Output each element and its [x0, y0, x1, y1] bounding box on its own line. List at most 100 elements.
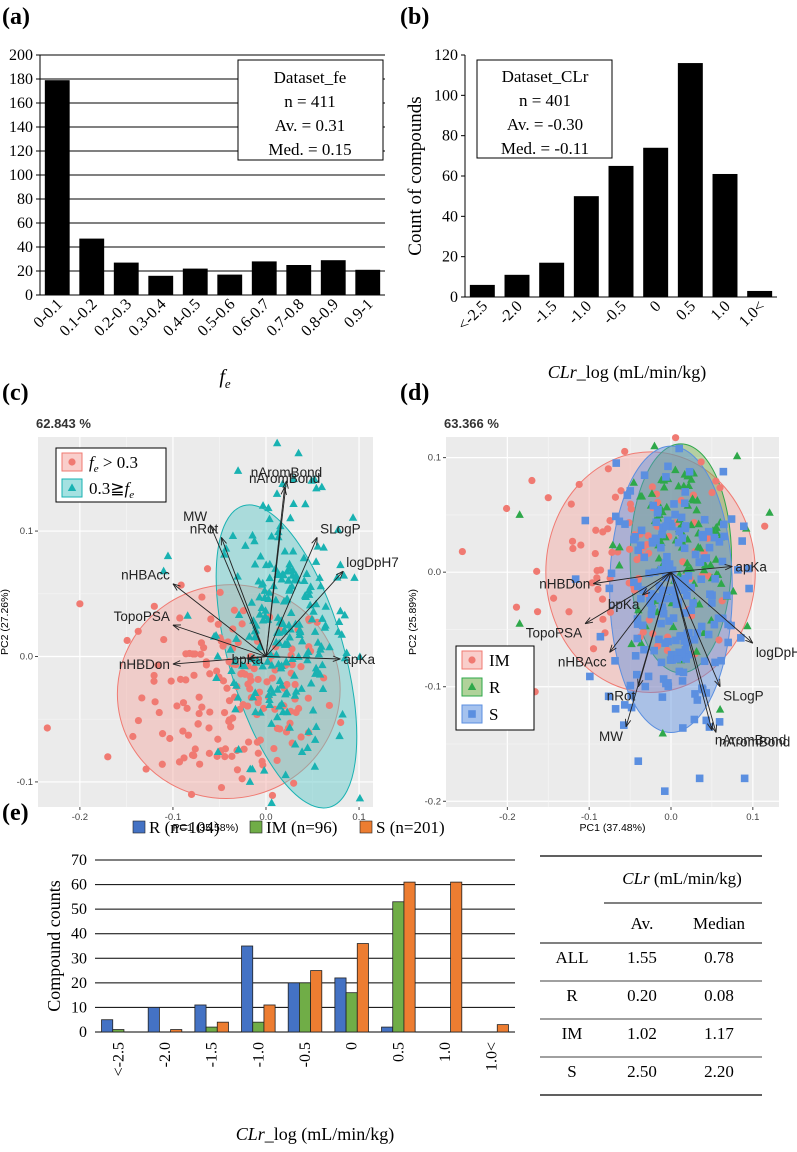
data-point: [593, 574, 601, 582]
data-point: [254, 675, 262, 684]
data-point: [683, 638, 691, 647]
data-point: [597, 566, 605, 574]
data-point: [732, 451, 742, 460]
data-point: [238, 620, 246, 628]
data-point: [270, 744, 278, 753]
confidence-ellipse: [116, 584, 341, 800]
loading-label: nAromBond: [249, 471, 320, 486]
x-tick-label: <-2.5: [455, 298, 491, 334]
y-tick-label: 0.0: [20, 651, 33, 662]
data-point: [183, 704, 191, 712]
data-point: [355, 652, 365, 660]
data-point: [687, 612, 696, 620]
data-point: [233, 692, 243, 701]
data-point: [641, 682, 650, 691]
table-cell: S: [567, 1062, 576, 1081]
y-tick-label: 80: [17, 191, 33, 208]
x-tick-label: -0.2: [72, 812, 88, 823]
data-point: [195, 693, 203, 701]
data-point: [223, 684, 231, 692]
loading-arrow: [209, 524, 267, 657]
legend-italic: f: [125, 479, 132, 498]
y-tick-label: 140: [9, 119, 33, 136]
data-point: [658, 728, 667, 737]
data-point: [678, 677, 687, 685]
data-point: [202, 661, 211, 669]
x-tick-label: 0.7-0.8: [264, 296, 308, 340]
loading-arrowhead: [282, 480, 289, 489]
loading-arrowhead: [724, 563, 733, 571]
data-point: [673, 655, 682, 663]
chart-b: 0 20 40 60 80 100 120 <-2.5 -2.0 -1.5 -1.0 -0.5 0 0.5…: [405, 47, 777, 383]
table-title-italic: CLr: [622, 869, 650, 888]
data-point: [684, 650, 693, 659]
data-point: [281, 657, 291, 665]
data-point: [680, 544, 689, 553]
bar-IM--0.5: [298, 982, 311, 1033]
y-tick-label: 60: [442, 168, 458, 185]
table-header: Median: [693, 914, 745, 933]
loading-label: nAromBond: [715, 732, 786, 747]
data-point: [195, 709, 203, 718]
data-point: [633, 615, 642, 623]
data-point: [596, 632, 605, 641]
data-point: [653, 508, 662, 517]
data-point: [698, 685, 707, 694]
data-point: [687, 606, 696, 615]
data-point: [675, 444, 683, 453]
data-point: [150, 602, 158, 610]
loading-label: bpKa: [232, 652, 264, 667]
x-axis-label: PC1 (35.58%): [173, 822, 239, 834]
bar-0.1-0.2: [79, 238, 105, 295]
data-point: [761, 522, 769, 530]
data-point: [134, 716, 143, 725]
data-point: [304, 694, 312, 702]
data-point: [213, 667, 221, 675]
data-point: [234, 745, 243, 753]
data-point: [196, 760, 204, 768]
legend-marker: [67, 483, 77, 491]
data-point: [458, 547, 466, 556]
data-point: [615, 542, 624, 551]
x-label-italic: CLr: [548, 362, 578, 382]
table-cell: 0.78: [704, 948, 734, 967]
loading-label: TopoPSA: [526, 626, 582, 641]
loading-label: nRot: [607, 689, 636, 704]
x-label-rest: _log (mL/min/kg): [264, 1124, 395, 1145]
data-point: [630, 578, 638, 587]
data-point: [333, 573, 342, 581]
data-point: [291, 571, 301, 579]
data-point: [293, 575, 302, 584]
loading-arrowhead: [220, 537, 227, 546]
data-point: [696, 558, 705, 566]
data-point: [333, 525, 343, 533]
data-point: [706, 590, 714, 599]
data-point: [677, 513, 686, 522]
loading-label: logDpH7: [346, 555, 399, 570]
x-tick-label: 0.1: [746, 812, 759, 823]
data-point: [665, 560, 674, 568]
data-point: [740, 774, 749, 783]
bar-R-0: [334, 977, 347, 1033]
bar-0.5: [677, 63, 703, 297]
bar-S--1.0: [263, 1004, 276, 1033]
bar-<-2.5: [469, 284, 495, 297]
data-point: [650, 441, 659, 450]
data-point: [657, 619, 665, 628]
legend-marker: [468, 656, 476, 664]
data-point: [611, 705, 620, 713]
legend-label: R (n=104): [149, 818, 220, 837]
legend-label: S (n=201): [376, 818, 445, 837]
data-point: [608, 540, 618, 549]
data-point: [592, 526, 600, 534]
data-point: [606, 608, 615, 616]
data-point: [244, 680, 252, 688]
y-tick-label: 20: [442, 249, 458, 266]
legend-line: Med. = -0.11: [501, 139, 589, 158]
table-cell: R: [566, 986, 578, 1005]
data-point: [304, 727, 313, 735]
data-point: [694, 519, 703, 528]
data-point: [631, 652, 640, 660]
data-point: [291, 686, 301, 695]
